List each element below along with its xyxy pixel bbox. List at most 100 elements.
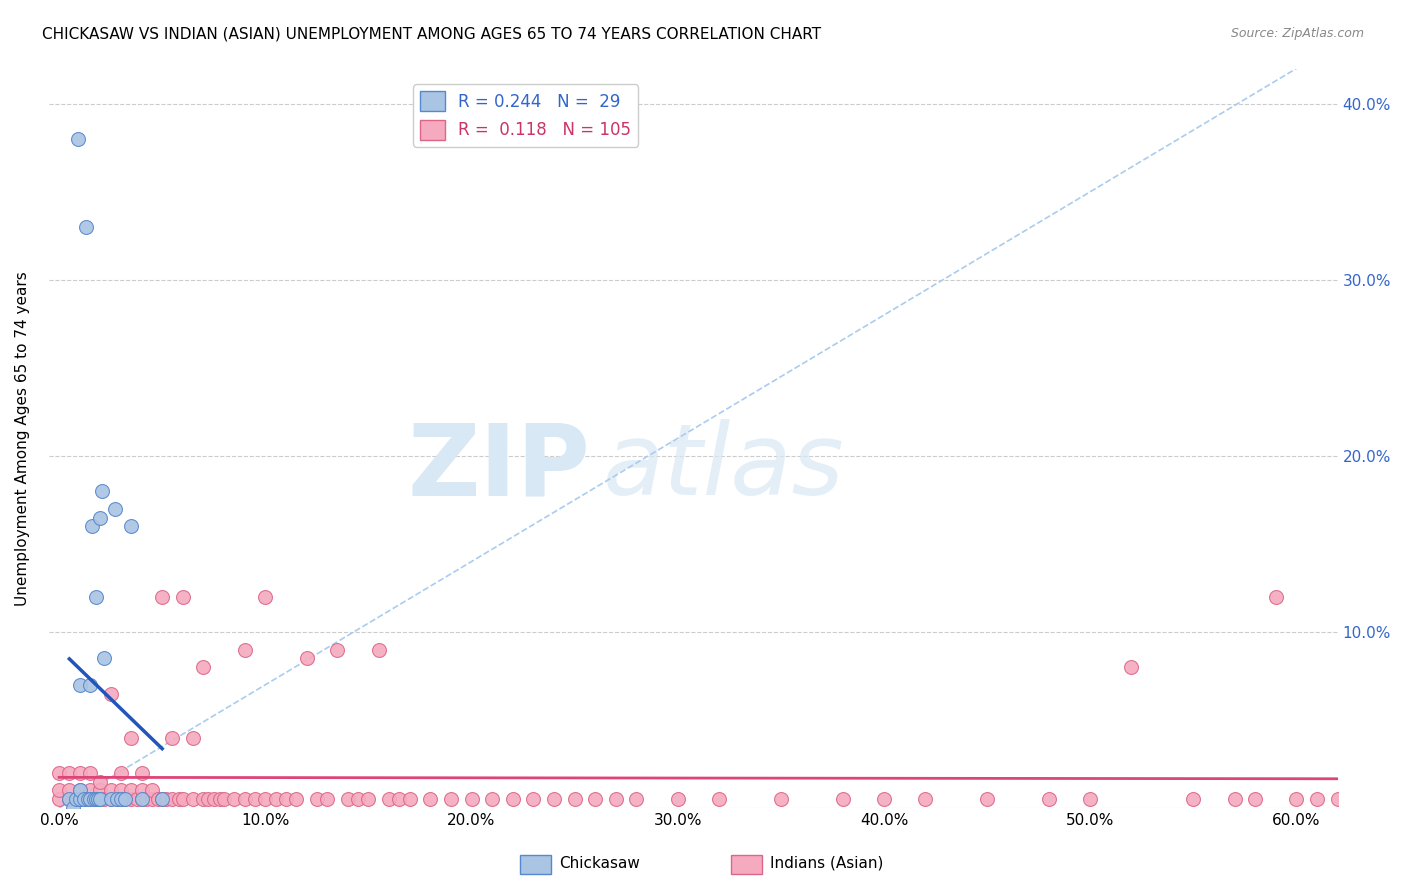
- Point: [243, 792, 266, 806]
- Point: [1223, 792, 1246, 806]
- Point: [388, 792, 411, 806]
- Point: [564, 792, 586, 806]
- Point: [114, 792, 136, 806]
- Point: [162, 731, 184, 745]
- Point: [79, 783, 101, 797]
- Point: [141, 783, 163, 797]
- Text: ZIP: ZIP: [408, 419, 591, 516]
- Point: [73, 792, 96, 806]
- Point: [155, 792, 177, 806]
- Point: [77, 792, 100, 806]
- Point: [150, 792, 173, 806]
- Point: [69, 792, 91, 806]
- Point: [58, 792, 80, 806]
- Point: [131, 792, 153, 806]
- Point: [150, 590, 173, 604]
- Point: [202, 792, 225, 806]
- Point: [224, 792, 246, 806]
- Point: [89, 510, 111, 524]
- Point: [48, 783, 70, 797]
- Text: Indians (Asian): Indians (Asian): [770, 856, 884, 871]
- Point: [89, 792, 111, 806]
- Point: [84, 792, 107, 806]
- Point: [398, 792, 420, 806]
- Point: [254, 792, 277, 806]
- Point: [1306, 792, 1329, 806]
- Point: [1078, 792, 1101, 806]
- Y-axis label: Unemployment Among Ages 65 to 74 years: Unemployment Among Ages 65 to 74 years: [15, 271, 30, 606]
- Point: [141, 792, 163, 806]
- Point: [89, 792, 111, 806]
- Point: [48, 792, 70, 806]
- Point: [79, 792, 101, 806]
- Point: [419, 792, 441, 806]
- Text: Source: ZipAtlas.com: Source: ZipAtlas.com: [1230, 27, 1364, 40]
- Point: [605, 792, 627, 806]
- Point: [274, 792, 297, 806]
- Point: [79, 678, 101, 692]
- Point: [110, 792, 132, 806]
- Point: [1121, 660, 1143, 674]
- Point: [120, 783, 142, 797]
- Point: [69, 678, 91, 692]
- Point: [93, 792, 115, 806]
- Point: [131, 783, 153, 797]
- Point: [666, 792, 689, 806]
- Point: [285, 792, 308, 806]
- Point: [460, 792, 482, 806]
- Point: [110, 765, 132, 780]
- Point: [84, 792, 107, 806]
- Point: [69, 765, 91, 780]
- Point: [91, 484, 114, 499]
- Point: [707, 792, 730, 806]
- Point: [104, 501, 127, 516]
- Point: [62, 801, 84, 815]
- Point: [378, 792, 401, 806]
- Point: [127, 792, 149, 806]
- Point: [105, 792, 128, 806]
- Point: [100, 687, 122, 701]
- Point: [80, 519, 103, 533]
- Point: [357, 792, 380, 806]
- Point: [1388, 748, 1406, 763]
- Point: [100, 792, 122, 806]
- Point: [233, 642, 256, 657]
- Point: [100, 792, 122, 806]
- Point: [583, 792, 606, 806]
- Point: [58, 765, 80, 780]
- Point: [208, 792, 231, 806]
- Point: [295, 651, 318, 665]
- Point: [305, 792, 328, 806]
- Point: [172, 792, 194, 806]
- Text: Chickasaw: Chickasaw: [560, 856, 641, 871]
- Point: [181, 731, 204, 745]
- Point: [769, 792, 792, 806]
- Point: [114, 792, 136, 806]
- Point: [1285, 792, 1308, 806]
- Point: [162, 792, 184, 806]
- Point: [84, 590, 107, 604]
- Point: [65, 792, 87, 806]
- Point: [73, 792, 96, 806]
- Point: [58, 783, 80, 797]
- Point: [87, 792, 110, 806]
- Point: [131, 792, 153, 806]
- Point: [69, 783, 91, 797]
- Point: [48, 765, 70, 780]
- Point: [100, 783, 122, 797]
- Text: atlas: atlas: [603, 419, 845, 516]
- Point: [167, 792, 190, 806]
- Point: [79, 792, 101, 806]
- Point: [1182, 792, 1205, 806]
- Point: [233, 792, 256, 806]
- Text: CHICKASAW VS INDIAN (ASIAN) UNEMPLOYMENT AMONG AGES 65 TO 74 YEARS CORRELATION C: CHICKASAW VS INDIAN (ASIAN) UNEMPLOYMENT…: [42, 27, 821, 42]
- Point: [79, 765, 101, 780]
- Point: [105, 792, 128, 806]
- Point: [120, 731, 142, 745]
- Point: [58, 792, 80, 806]
- Point: [831, 792, 853, 806]
- Point: [367, 642, 389, 657]
- Point: [1244, 792, 1267, 806]
- Point: [873, 792, 896, 806]
- Point: [502, 792, 524, 806]
